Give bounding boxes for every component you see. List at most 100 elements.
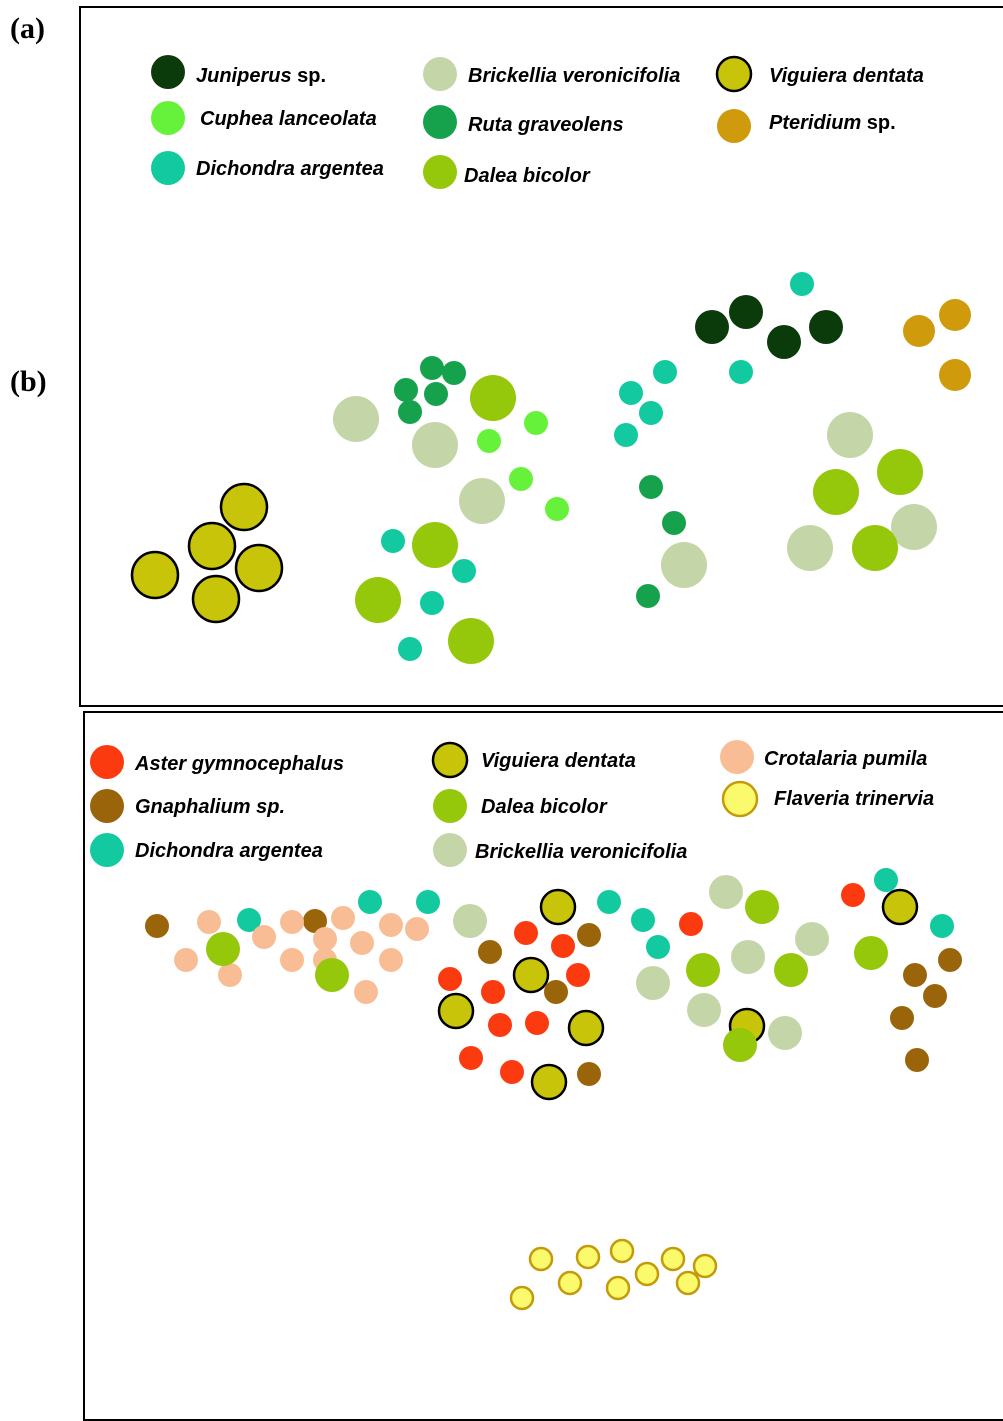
point-a-brickellia bbox=[827, 412, 873, 458]
point-a-pteridium bbox=[939, 359, 971, 391]
point-a-cuphea bbox=[477, 429, 501, 453]
legend-b-label-flaveria: Flaveria trinervia bbox=[774, 788, 934, 810]
point-a-brickellia bbox=[661, 542, 707, 588]
point-a-viguiera bbox=[219, 482, 269, 532]
panel-b-label: (b) bbox=[10, 365, 47, 398]
point-b-dichondra bbox=[597, 890, 621, 914]
point-a-juniperus bbox=[729, 295, 763, 329]
point-a-ruta bbox=[424, 382, 448, 406]
point-b-viguiera bbox=[539, 888, 577, 926]
point-b-aster bbox=[438, 967, 462, 991]
legend-b-marker-flaveria bbox=[721, 780, 759, 818]
point-a-ruta bbox=[639, 475, 663, 499]
point-b-brickellia bbox=[687, 993, 721, 1027]
point-b-dalea bbox=[854, 936, 888, 970]
point-a-dichondra bbox=[398, 637, 422, 661]
legend-b-marker-brickellia bbox=[433, 833, 467, 867]
legend-a-marker-viguiera bbox=[715, 55, 753, 93]
point-a-juniperus bbox=[767, 325, 801, 359]
legend-a-label-brickellia: Brickellia veronicifolia bbox=[468, 65, 680, 87]
point-b-gnaphalium bbox=[577, 1062, 601, 1086]
point-a-viguiera bbox=[234, 543, 284, 593]
point-b-viguiera bbox=[881, 888, 919, 926]
legend-a-label-pteridium: Pteridium sp. bbox=[769, 112, 896, 134]
legend-b-label-brickellia: Brickellia veronicifolia bbox=[475, 841, 687, 863]
point-a-ruta bbox=[662, 511, 686, 535]
point-a-brickellia bbox=[459, 478, 505, 524]
point-b-flaveria bbox=[660, 1246, 686, 1272]
legend-a-marker-pteridium bbox=[717, 109, 751, 143]
point-b-crotalaria bbox=[313, 927, 337, 951]
point-b-aster bbox=[841, 883, 865, 907]
point-b-dalea bbox=[315, 958, 349, 992]
panel-a-label: (a) bbox=[10, 12, 45, 45]
point-a-juniperus bbox=[695, 310, 729, 344]
point-b-dichondra bbox=[631, 908, 655, 932]
point-b-gnaphalium bbox=[903, 963, 927, 987]
point-b-aster bbox=[500, 1060, 524, 1084]
point-b-brickellia bbox=[795, 922, 829, 956]
legend-b-label-dichondra: Dichondra argentea bbox=[135, 840, 323, 862]
point-b-dichondra bbox=[646, 935, 670, 959]
point-b-aster bbox=[679, 912, 703, 936]
point-a-dalea bbox=[448, 618, 494, 664]
point-b-gnaphalium bbox=[905, 1048, 929, 1072]
legend-a-marker-cuphea bbox=[151, 101, 185, 135]
point-b-aster bbox=[525, 1011, 549, 1035]
point-a-dalea bbox=[412, 522, 458, 568]
legend-b-label-dalea: Dalea bicolor bbox=[481, 796, 608, 818]
point-b-crotalaria bbox=[379, 913, 403, 937]
point-b-crotalaria bbox=[354, 980, 378, 1004]
point-a-dalea bbox=[877, 449, 923, 495]
point-b-dichondra bbox=[237, 908, 261, 932]
point-b-crotalaria bbox=[174, 948, 198, 972]
legend-a-marker-ruta bbox=[423, 105, 457, 139]
legend-b-label-viguiera: Viguiera dentata bbox=[481, 750, 636, 772]
legend-a-label-juniperus: Juniperus sp. bbox=[196, 65, 326, 87]
point-b-crotalaria bbox=[197, 910, 221, 934]
legend-b-marker-gnaphalium bbox=[90, 789, 124, 823]
point-b-aster bbox=[514, 921, 538, 945]
point-b-viguiera bbox=[512, 956, 550, 994]
point-b-gnaphalium bbox=[923, 984, 947, 1008]
point-b-crotalaria bbox=[280, 948, 304, 972]
point-b-flaveria bbox=[509, 1285, 535, 1311]
point-b-flaveria bbox=[692, 1253, 718, 1279]
point-b-dichondra bbox=[874, 868, 898, 892]
point-b-dalea bbox=[723, 1028, 757, 1062]
point-a-pteridium bbox=[903, 315, 935, 347]
point-a-ruta bbox=[442, 361, 466, 385]
point-b-crotalaria bbox=[350, 931, 374, 955]
point-b-dichondra bbox=[358, 890, 382, 914]
point-b-gnaphalium bbox=[544, 980, 568, 1004]
point-b-crotalaria bbox=[405, 917, 429, 941]
point-b-aster bbox=[481, 980, 505, 1004]
point-a-brickellia bbox=[891, 504, 937, 550]
point-a-dichondra bbox=[614, 423, 638, 447]
point-b-brickellia bbox=[636, 966, 670, 1000]
legend-b-marker-aster bbox=[90, 745, 124, 779]
point-b-gnaphalium bbox=[938, 948, 962, 972]
point-b-crotalaria bbox=[280, 910, 304, 934]
point-b-dichondra bbox=[416, 890, 440, 914]
point-a-dichondra bbox=[729, 360, 753, 384]
point-b-flaveria bbox=[609, 1238, 635, 1264]
point-b-viguiera bbox=[530, 1063, 568, 1101]
point-a-cuphea bbox=[524, 411, 548, 435]
point-b-brickellia bbox=[731, 940, 765, 974]
point-b-dalea bbox=[206, 932, 240, 966]
point-a-brickellia bbox=[787, 525, 833, 571]
point-b-aster bbox=[459, 1046, 483, 1070]
point-b-viguiera bbox=[567, 1009, 605, 1047]
point-b-flaveria bbox=[575, 1244, 601, 1270]
point-a-ruta bbox=[636, 584, 660, 608]
point-a-dalea bbox=[852, 525, 898, 571]
point-a-viguiera bbox=[191, 574, 241, 624]
point-b-crotalaria bbox=[252, 925, 276, 949]
point-b-brickellia bbox=[453, 904, 487, 938]
legend-b-marker-viguiera bbox=[431, 741, 469, 779]
point-b-dichondra bbox=[930, 914, 954, 938]
point-a-brickellia bbox=[333, 396, 379, 442]
point-a-dichondra bbox=[619, 381, 643, 405]
